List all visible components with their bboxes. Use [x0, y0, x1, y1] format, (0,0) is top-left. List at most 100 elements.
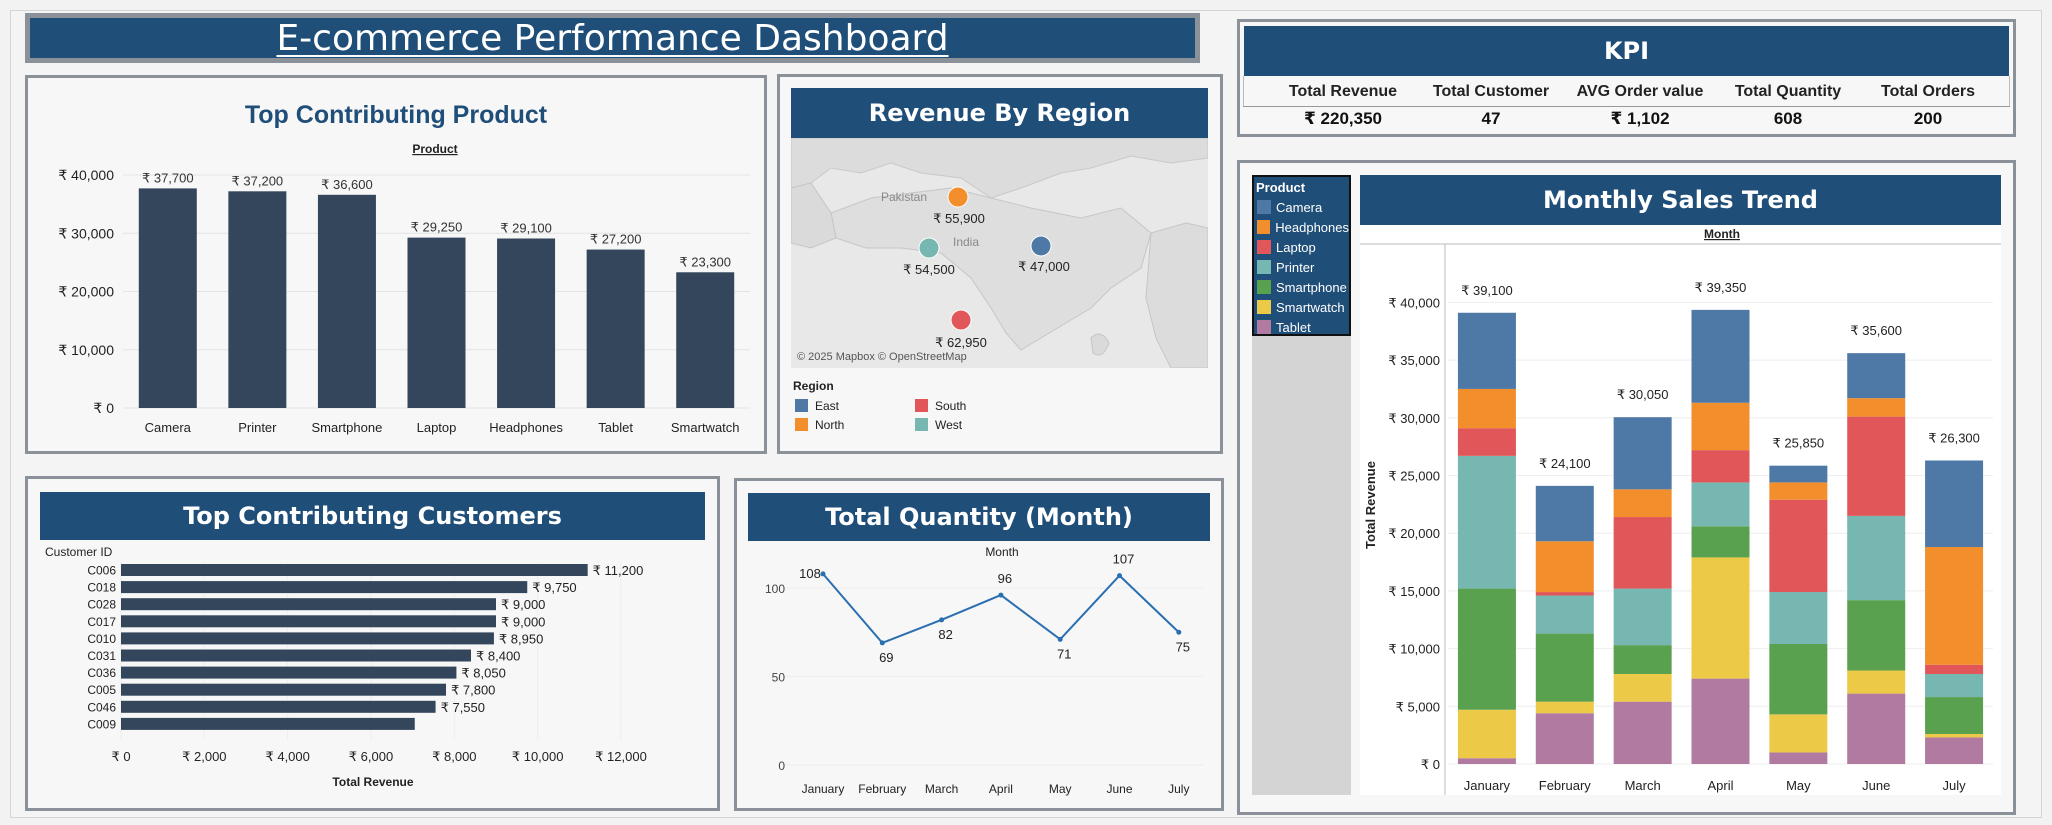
bar — [121, 700, 436, 713]
stack-segment-headphones — [1847, 398, 1906, 417]
legend-swatch — [1257, 260, 1271, 274]
map-attribution: © 2025 Mapbox © OpenStreetMap — [797, 351, 967, 363]
quantity-chart[interactable]: Month 0 50 100 108 January 69 February 82 March 96… — [748, 541, 1210, 801]
data-point — [1117, 573, 1122, 579]
y-tick-label: ₹ 20,000 — [1388, 526, 1440, 541]
region-map[interactable]: Pakistan India © 2025 Mapbox © OpenStreetM… — [791, 138, 1208, 368]
y-tick-label: C009 — [87, 717, 116, 731]
x-tick-label: March — [1625, 778, 1661, 793]
stack-segment-camera — [1925, 460, 1984, 548]
y-tick-label: C036 — [87, 666, 116, 680]
data-label: ₹ 27,200 — [590, 232, 642, 247]
legend-swatch — [1257, 220, 1271, 234]
y-tick-label: ₹ 30,000 — [1388, 411, 1440, 426]
data-label: ₹ 9,000 — [501, 614, 545, 629]
legend-swatch — [1257, 240, 1271, 254]
legend-label: Smartwatch — [1276, 299, 1345, 315]
y-tick-label: ₹ 15,000 — [1388, 584, 1440, 599]
total-label: ₹ 26,300 — [1928, 430, 1980, 445]
stack-segment-headphones — [1691, 402, 1750, 451]
total-label: ₹ 39,100 — [1461, 283, 1513, 298]
data-label: ₹ 11,200 — [593, 563, 644, 578]
monthly-sales-header: Monthly Sales Trend — [1360, 175, 2001, 225]
monthly-sales-chart[interactable]: Month ₹ 0 ₹ 5,000 ₹ 10,000 ₹ 15,000 ₹ 20,000 ₹… — [1360, 225, 2001, 795]
stack-segment-printer — [1457, 455, 1516, 589]
top-customers-header: Top Contributing Customers — [40, 492, 705, 540]
legend-item-laptop[interactable]: Laptop — [1254, 237, 1349, 257]
x-tick-label: May — [1786, 778, 1811, 793]
dashboard-title: E-commerce Performance Dashboard — [25, 13, 1200, 63]
y-tick-label: C046 — [87, 700, 116, 714]
kpi-value: 47 — [1481, 109, 1501, 128]
x-tick-label: Laptop — [417, 420, 457, 435]
stack-segment-printer — [1769, 592, 1828, 644]
legend-item-printer[interactable]: Printer — [1254, 257, 1349, 277]
region-legend-swatch — [795, 399, 808, 412]
top-customers-chart[interactable]: Customer ID ₹ 0 ₹ 2,000 ₹ 4,000 ₹ 6,000 ₹ 8,0… — [40, 540, 705, 805]
region-legend-swatch — [795, 418, 808, 431]
stack-segment-printer — [1847, 515, 1906, 601]
kpi-total-customer: Total Customer 47 — [1416, 83, 1566, 129]
x-tick-label: Headphones — [489, 420, 563, 435]
stack-segment-headphones — [1535, 541, 1594, 593]
stack-segment-camera — [1691, 309, 1750, 403]
region-value-label: ₹ 62,950 — [935, 335, 987, 350]
data-point — [1057, 636, 1063, 642]
x-tick-label: April — [1707, 778, 1733, 793]
legend-label: Tablet — [1276, 319, 1311, 335]
y-tick-label: ₹ 25,000 — [1388, 468, 1440, 483]
bar — [121, 649, 471, 662]
y-tick-label: ₹ 10,000 — [1388, 642, 1440, 657]
bar — [497, 238, 556, 408]
stack-segment-laptop — [1457, 428, 1516, 456]
legend-item-smartphone[interactable]: Smartphone — [1254, 277, 1349, 297]
data-label: ₹ 7,800 — [451, 683, 495, 698]
total-label: ₹ 35,600 — [1850, 323, 1902, 338]
y-tick-label: 50 — [772, 671, 786, 685]
y-tick-label: C005 — [87, 683, 116, 697]
legend-item-tablet[interactable]: Tablet — [1254, 317, 1349, 337]
bar — [121, 598, 496, 611]
map-country-label: Pakistan — [881, 190, 927, 204]
legend-item-camera[interactable]: Camera — [1254, 197, 1349, 217]
legend-item-smartwatch[interactable]: Smartwatch — [1254, 297, 1349, 317]
data-label: ₹ 9,750 — [532, 580, 576, 595]
map-land-east — [1145, 222, 1208, 368]
y-tick-label: C028 — [87, 598, 116, 612]
x-tick-label: ₹ 6,000 — [349, 749, 393, 764]
data-point — [998, 592, 1004, 598]
quantity-header: Total Quantity (Month) — [748, 493, 1210, 541]
x-tick-label: ₹ 2,000 — [182, 749, 226, 764]
stack-segment-smartwatch — [1769, 714, 1828, 753]
y-tick-label: 0 — [778, 759, 785, 773]
stack-segment-smartphone — [1847, 600, 1906, 671]
bar — [407, 237, 466, 408]
x-tick-label: Smartphone — [312, 420, 383, 435]
region-legend-label: East — [815, 399, 840, 413]
total-label: ₹ 30,050 — [1617, 387, 1669, 402]
kpi-header: KPI — [1244, 26, 2009, 76]
y-tick-label: C017 — [87, 615, 116, 629]
data-point — [820, 571, 826, 577]
data-label: ₹ 29,250 — [411, 220, 463, 235]
x-tick-label: ₹ 10,000 — [512, 749, 564, 764]
kpi-total-revenue: Total Revenue ₹ 220,350 — [1268, 83, 1418, 129]
stack-segment-camera — [1613, 417, 1672, 490]
bar — [121, 632, 494, 645]
y-tick-label: ₹ 30,000 — [58, 225, 114, 241]
top-products-chart[interactable]: Top Contributing Product Product ₹ 0 ₹ 10,0… — [28, 78, 764, 451]
data-label: ₹ 9,000 — [501, 597, 545, 612]
legend-item-headphones[interactable]: Headphones — [1254, 217, 1349, 237]
total-label: ₹ 39,350 — [1695, 280, 1747, 295]
bar — [121, 615, 496, 628]
product-legend-title: Product — [1256, 180, 1306, 195]
data-label: ₹ 23,300 — [679, 254, 731, 269]
kpi-total-orders: Total Orders 200 — [1853, 83, 2003, 129]
stack-segment-camera — [1847, 353, 1906, 399]
kpi-label: Total Customer — [1432, 83, 1550, 100]
legend-label: Smartphone — [1276, 279, 1347, 295]
x-tick-label: June — [1862, 778, 1890, 793]
region-marker-east — [1030, 235, 1052, 257]
stack-segment-smartphone — [1925, 697, 1984, 734]
bar — [228, 191, 287, 408]
